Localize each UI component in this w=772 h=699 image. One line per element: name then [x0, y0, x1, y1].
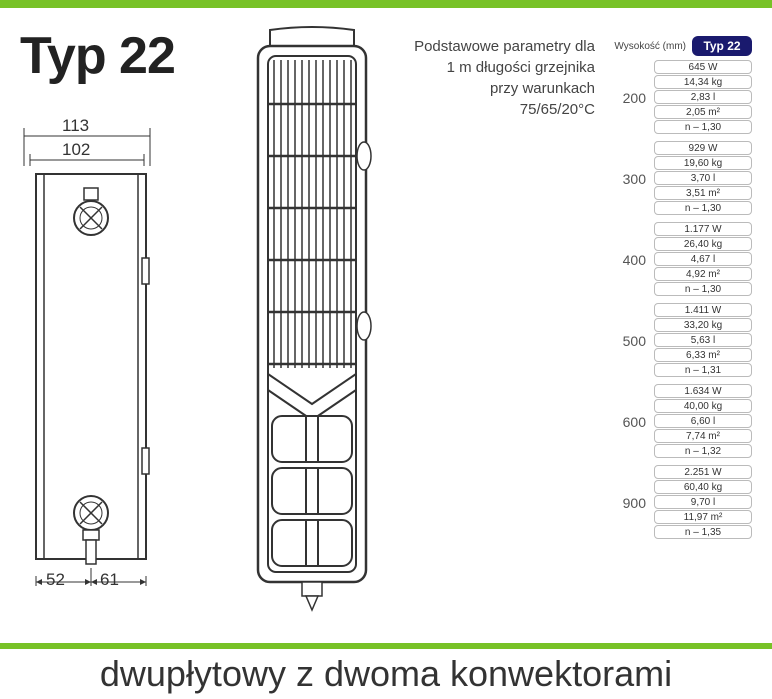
spec-group: 6001.634 W40,00 kg6,60 l7,74 m²n – 1,32: [612, 384, 752, 459]
dim-lines-top: [16, 120, 176, 170]
spec-cell: 4,67 l: [654, 252, 752, 266]
spec-table: Wysokość (mm) Typ 22 200645 W14,34 kg2,8…: [612, 36, 752, 546]
spec-cell: n – 1,30: [654, 282, 752, 296]
params-line1: Podstawowe parametry dla: [414, 38, 595, 55]
spec-cell: 1.177 W: [654, 222, 752, 236]
spec-cell: 6,60 l: [654, 414, 752, 428]
spec-cell: 26,40 kg: [654, 237, 752, 251]
spec-cell: 4,92 m²: [654, 267, 752, 281]
spec-cell: 7,74 m²: [654, 429, 752, 443]
dim-61: 61: [100, 570, 119, 590]
side-view-drawing: [20, 168, 150, 588]
front-view-drawing: [240, 26, 385, 616]
spec-cell: 1.634 W: [654, 384, 752, 398]
spec-cell: 9,70 l: [654, 495, 752, 509]
spec-group: 9002.251 W60,40 kg9,70 l11,97 m²n – 1,35: [612, 465, 752, 540]
spec-cells: 1.177 W26,40 kg4,67 l4,92 m²n – 1,30: [654, 222, 752, 297]
spec-cell: n – 1,35: [654, 525, 752, 539]
spec-group: 200645 W14,34 kg2,83 l2,05 m²n – 1,30: [612, 60, 752, 135]
spec-cell: 6,33 m²: [654, 348, 752, 362]
spec-group: 4001.177 W26,40 kg4,67 l4,92 m²n – 1,30: [612, 222, 752, 297]
spec-height-label: 600: [612, 414, 654, 430]
spec-height-label: 500: [612, 333, 654, 349]
footer-text: dwupłytowy z dwoma konwektorami: [0, 653, 772, 695]
spec-cell: 3,70 l: [654, 171, 752, 185]
footer-bar: [0, 643, 772, 649]
page-title: Typ 22: [20, 26, 175, 86]
spec-cell: 645 W: [654, 60, 752, 74]
spec-cell: n – 1,30: [654, 201, 752, 215]
spec-height-label: 900: [612, 495, 654, 511]
spec-cells: 645 W14,34 kg2,83 l2,05 m²n – 1,30: [654, 60, 752, 135]
spec-cell: n – 1,30: [654, 120, 752, 134]
dim-113: 113: [62, 116, 89, 136]
params-line2: 1 m długości grzejnika: [447, 59, 595, 76]
params-caption: Podstawowe parametry dla 1 m długości gr…: [395, 36, 595, 120]
spec-cell: 5,63 l: [654, 333, 752, 347]
spec-cell: 2,05 m²: [654, 105, 752, 119]
spec-cells: 1.634 W40,00 kg6,60 l7,74 m²n – 1,32: [654, 384, 752, 459]
params-line3: przy warunkach: [490, 80, 595, 97]
spec-cell: 11,97 m²: [654, 510, 752, 524]
spec-group: 300929 W19,60 kg3,70 l3,51 m²n – 1,30: [612, 141, 752, 216]
spec-height-label: 400: [612, 252, 654, 268]
spec-height-label: 300: [612, 171, 654, 187]
dim-102: 102: [62, 140, 90, 160]
spec-cell: n – 1,31: [654, 363, 752, 377]
params-line4: 75/65/20°C: [520, 101, 595, 118]
spec-cell: n – 1,32: [654, 444, 752, 458]
spec-cell: 929 W: [654, 141, 752, 155]
spec-cells: 2.251 W60,40 kg9,70 l11,97 m²n – 1,35: [654, 465, 752, 540]
spec-header: Wysokość (mm) Typ 22: [612, 36, 752, 56]
page: Typ 22 113 102: [0, 0, 772, 699]
dim-52: 52: [46, 570, 65, 590]
spec-header-badge: Typ 22: [692, 36, 752, 56]
spec-group: 5001.411 W33,20 kg5,63 l6,33 m²n – 1,31: [612, 303, 752, 378]
spec-cell: 14,34 kg: [654, 75, 752, 89]
spec-cell: 2.251 W: [654, 465, 752, 479]
spec-cell: 19,60 kg: [654, 156, 752, 170]
spec-cells: 929 W19,60 kg3,70 l3,51 m²n – 1,30: [654, 141, 752, 216]
spec-cell: 3,51 m²: [654, 186, 752, 200]
spec-cells: 1.411 W33,20 kg5,63 l6,33 m²n – 1,31: [654, 303, 752, 378]
spec-cell: 60,40 kg: [654, 480, 752, 494]
spec-cell: 2,83 l: [654, 90, 752, 104]
spec-header-label: Wysokość (mm): [612, 41, 692, 52]
spec-cell: 1.411 W: [654, 303, 752, 317]
spec-height-label: 200: [612, 90, 654, 106]
spec-cell: 33,20 kg: [654, 318, 752, 332]
spec-cell: 40,00 kg: [654, 399, 752, 413]
